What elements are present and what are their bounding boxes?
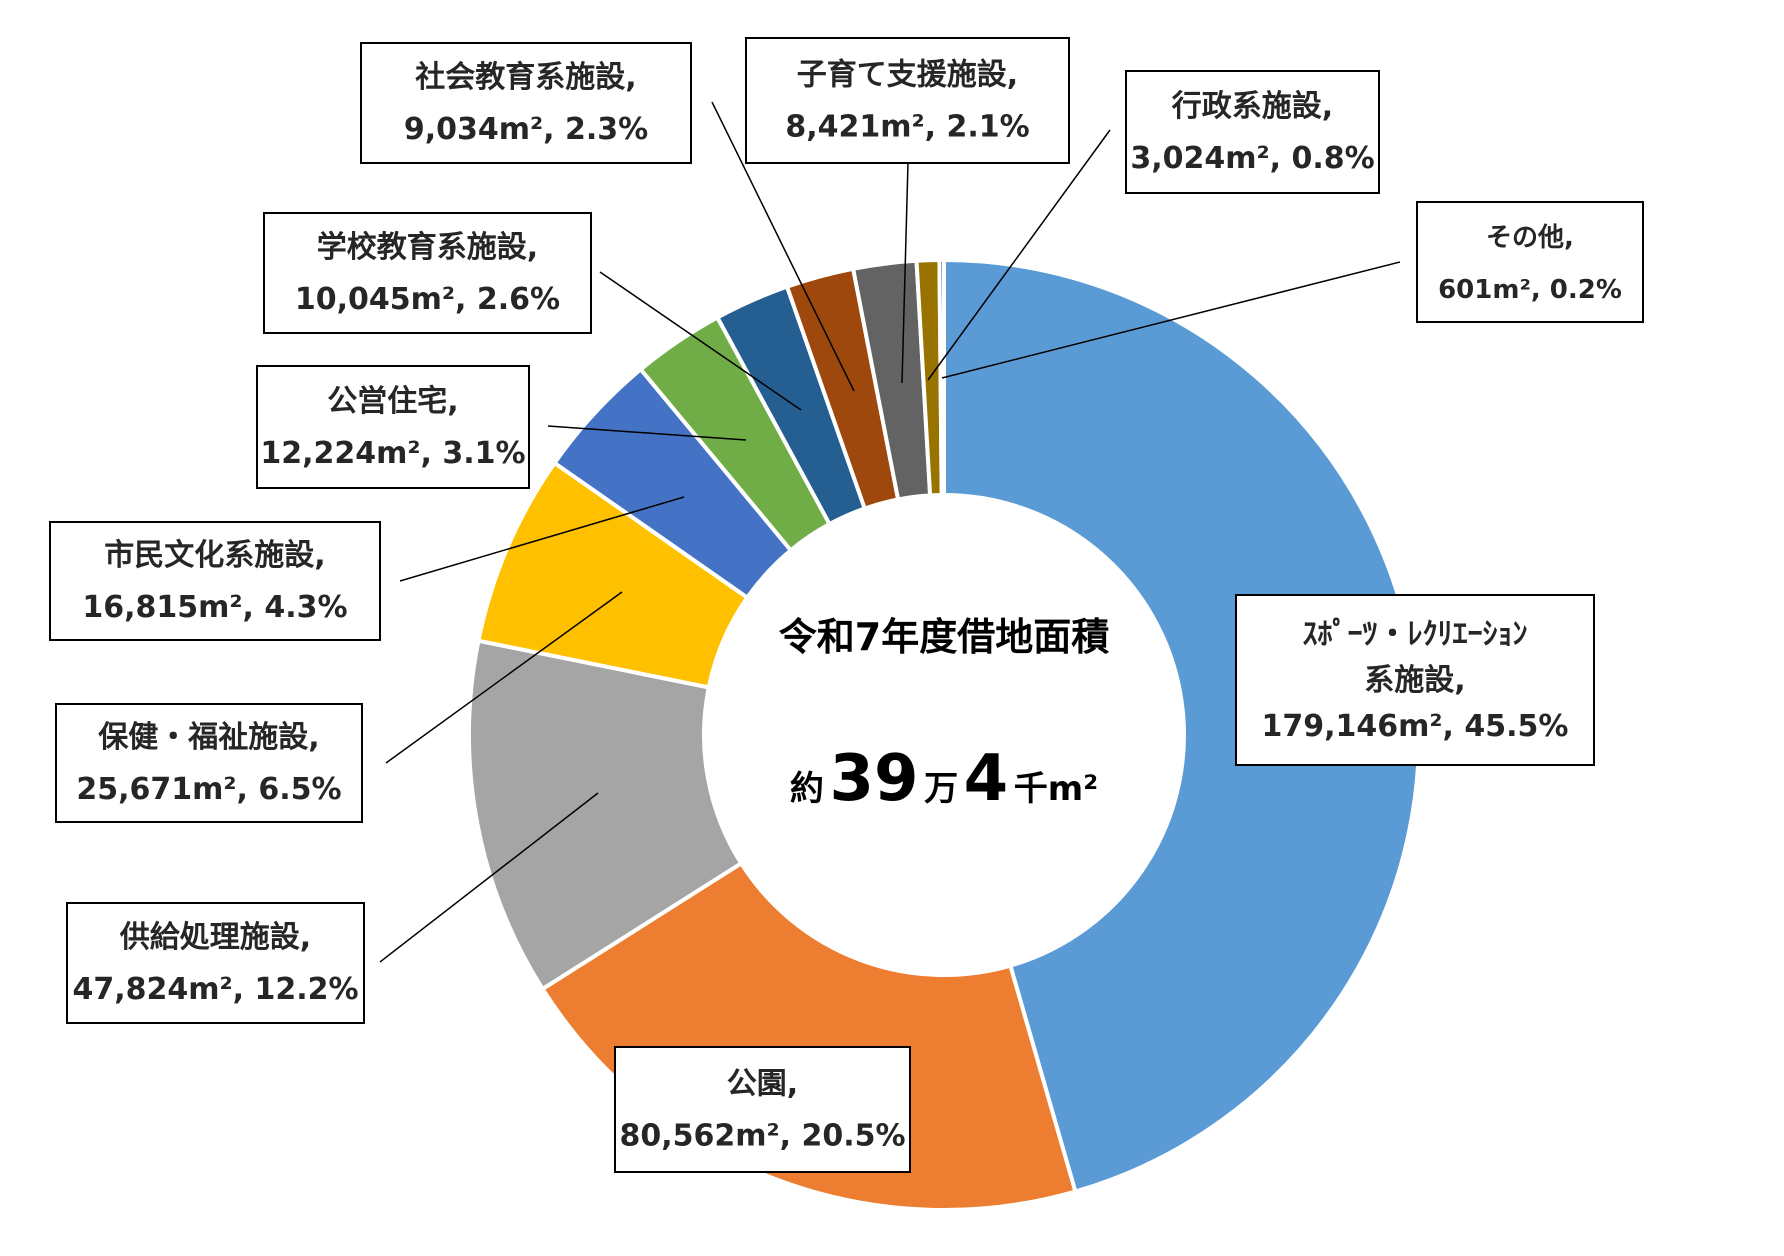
- data-label-line-1: 供給処理施設,: [119, 920, 311, 955]
- data-label-line-3: 179,146m², 45.5%: [1262, 709, 1569, 744]
- data-label-line-2: 47,824m², 12.2%: [72, 972, 358, 1007]
- data-label-line-1: 市民文化系施設,: [104, 538, 325, 573]
- center-total-unit2: 千m²: [1014, 769, 1098, 809]
- data-label-line-2: 16,815m², 4.3%: [82, 590, 347, 625]
- data-label-line-2: 12,224m², 3.1%: [260, 436, 525, 471]
- leader-line-10: [927, 129, 1111, 381]
- slice-3: [467, 638, 744, 992]
- data-label-line-1: 行政系施設,: [1171, 89, 1333, 124]
- data-label-line-2: 25,671m², 6.5%: [76, 772, 341, 807]
- leader-line-9: [901, 162, 909, 384]
- center-total-number2: 4: [964, 742, 1009, 816]
- center-label: 令和7年度借地面積 約 39 万 4 千m²: [779, 615, 1109, 816]
- data-label-box: [263, 212, 592, 334]
- leader-line-7: [599, 271, 802, 411]
- leader-line-11: [941, 261, 1401, 379]
- data-label-2: 公園, 80,562m², 20.5%: [614, 1046, 911, 1173]
- leader-line-6: [547, 425, 747, 441]
- data-label-line-1: 学校教育系施設,: [317, 230, 538, 265]
- center-total: 約 39 万 4 千m²: [790, 742, 1098, 816]
- data-label-6: 公営住宅, 12,224m², 3.1%: [256, 365, 530, 489]
- data-label-line-1: 公園,: [727, 1067, 798, 1102]
- data-label-box: [49, 521, 381, 641]
- data-label-box: [614, 1046, 911, 1173]
- data-label-4: 保健・福祉施設, 25,671m², 6.5%: [55, 703, 363, 823]
- data-label-line-2: 80,562m², 20.5%: [619, 1119, 905, 1154]
- data-label-5: 市民文化系施設, 16,815m², 4.3%: [49, 521, 381, 641]
- center-total-prefix: 約: [790, 769, 824, 809]
- leader-line-4: [385, 591, 623, 764]
- leader-line-5: [399, 496, 685, 582]
- data-label-line-2: 8,421m², 2.1%: [785, 110, 1029, 145]
- data-label-line-2: 系施設,: [1364, 663, 1465, 698]
- data-label-line-1: 子育て支援施設,: [797, 58, 1018, 93]
- data-label-line-1: 社会教育系施設,: [415, 60, 636, 95]
- slice-11: [937, 257, 946, 498]
- data-label-box: [66, 902, 365, 1024]
- data-label-line-1: 保健・福祉施設,: [98, 720, 319, 755]
- data-label-8: 社会教育系施設, 9,034m², 2.3%: [360, 42, 692, 164]
- data-label-line-2: 10,045m², 2.6%: [295, 282, 560, 317]
- slices-group: [467, 257, 1422, 1212]
- data-label-box: [55, 703, 363, 823]
- labels-group: ｽﾎﾟｰﾂ・ﾚｸﾘｴｰｼｮﾝ 系施設, 179,146m², 45.5% 公園, 80,…: [49, 37, 1644, 1173]
- leader-line-8: [711, 101, 855, 392]
- data-label-box: [1416, 201, 1644, 323]
- data-label-box: [1235, 594, 1595, 766]
- center-total-unit1: 万: [924, 769, 958, 809]
- data-label-line-2: 3,024m², 0.8%: [1130, 141, 1374, 176]
- data-label-line-2: 9,034m², 2.3%: [404, 112, 648, 147]
- data-label-line-1: ｽﾎﾟｰﾂ・ﾚｸﾘｴｰｼｮﾝ: [1303, 617, 1528, 652]
- data-label-10: 行政系施設, 3,024m², 0.8%: [1125, 70, 1380, 194]
- data-label-1: ｽﾎﾟｰﾂ・ﾚｸﾘｴｰｼｮﾝ 系施設, 179,146m², 45.5%: [1235, 594, 1595, 766]
- data-label-box: [360, 42, 692, 164]
- data-label-box: [256, 365, 530, 489]
- leader-lines-group: [379, 101, 1401, 963]
- leader-line-3: [379, 792, 599, 963]
- slice-1: [942, 257, 1422, 1194]
- center-title: 令和7年度借地面積: [779, 615, 1109, 659]
- data-label-11: その他, 601m², 0.2%: [1416, 201, 1644, 323]
- data-label-7: 学校教育系施設, 10,045m², 2.6%: [263, 212, 592, 334]
- data-label-3: 供給処理施設, 47,824m², 12.2%: [66, 902, 365, 1024]
- center-total-number1: 39: [829, 742, 918, 816]
- data-label-box: [1125, 70, 1380, 194]
- data-label-9: 子育て支援施設, 8,421m², 2.1%: [745, 37, 1070, 164]
- data-label-box: [745, 37, 1070, 164]
- data-label-line-2: 601m², 0.2%: [1438, 275, 1622, 305]
- data-label-line-1: 公営住宅,: [327, 384, 458, 419]
- data-label-line-1: その他,: [1486, 223, 1574, 253]
